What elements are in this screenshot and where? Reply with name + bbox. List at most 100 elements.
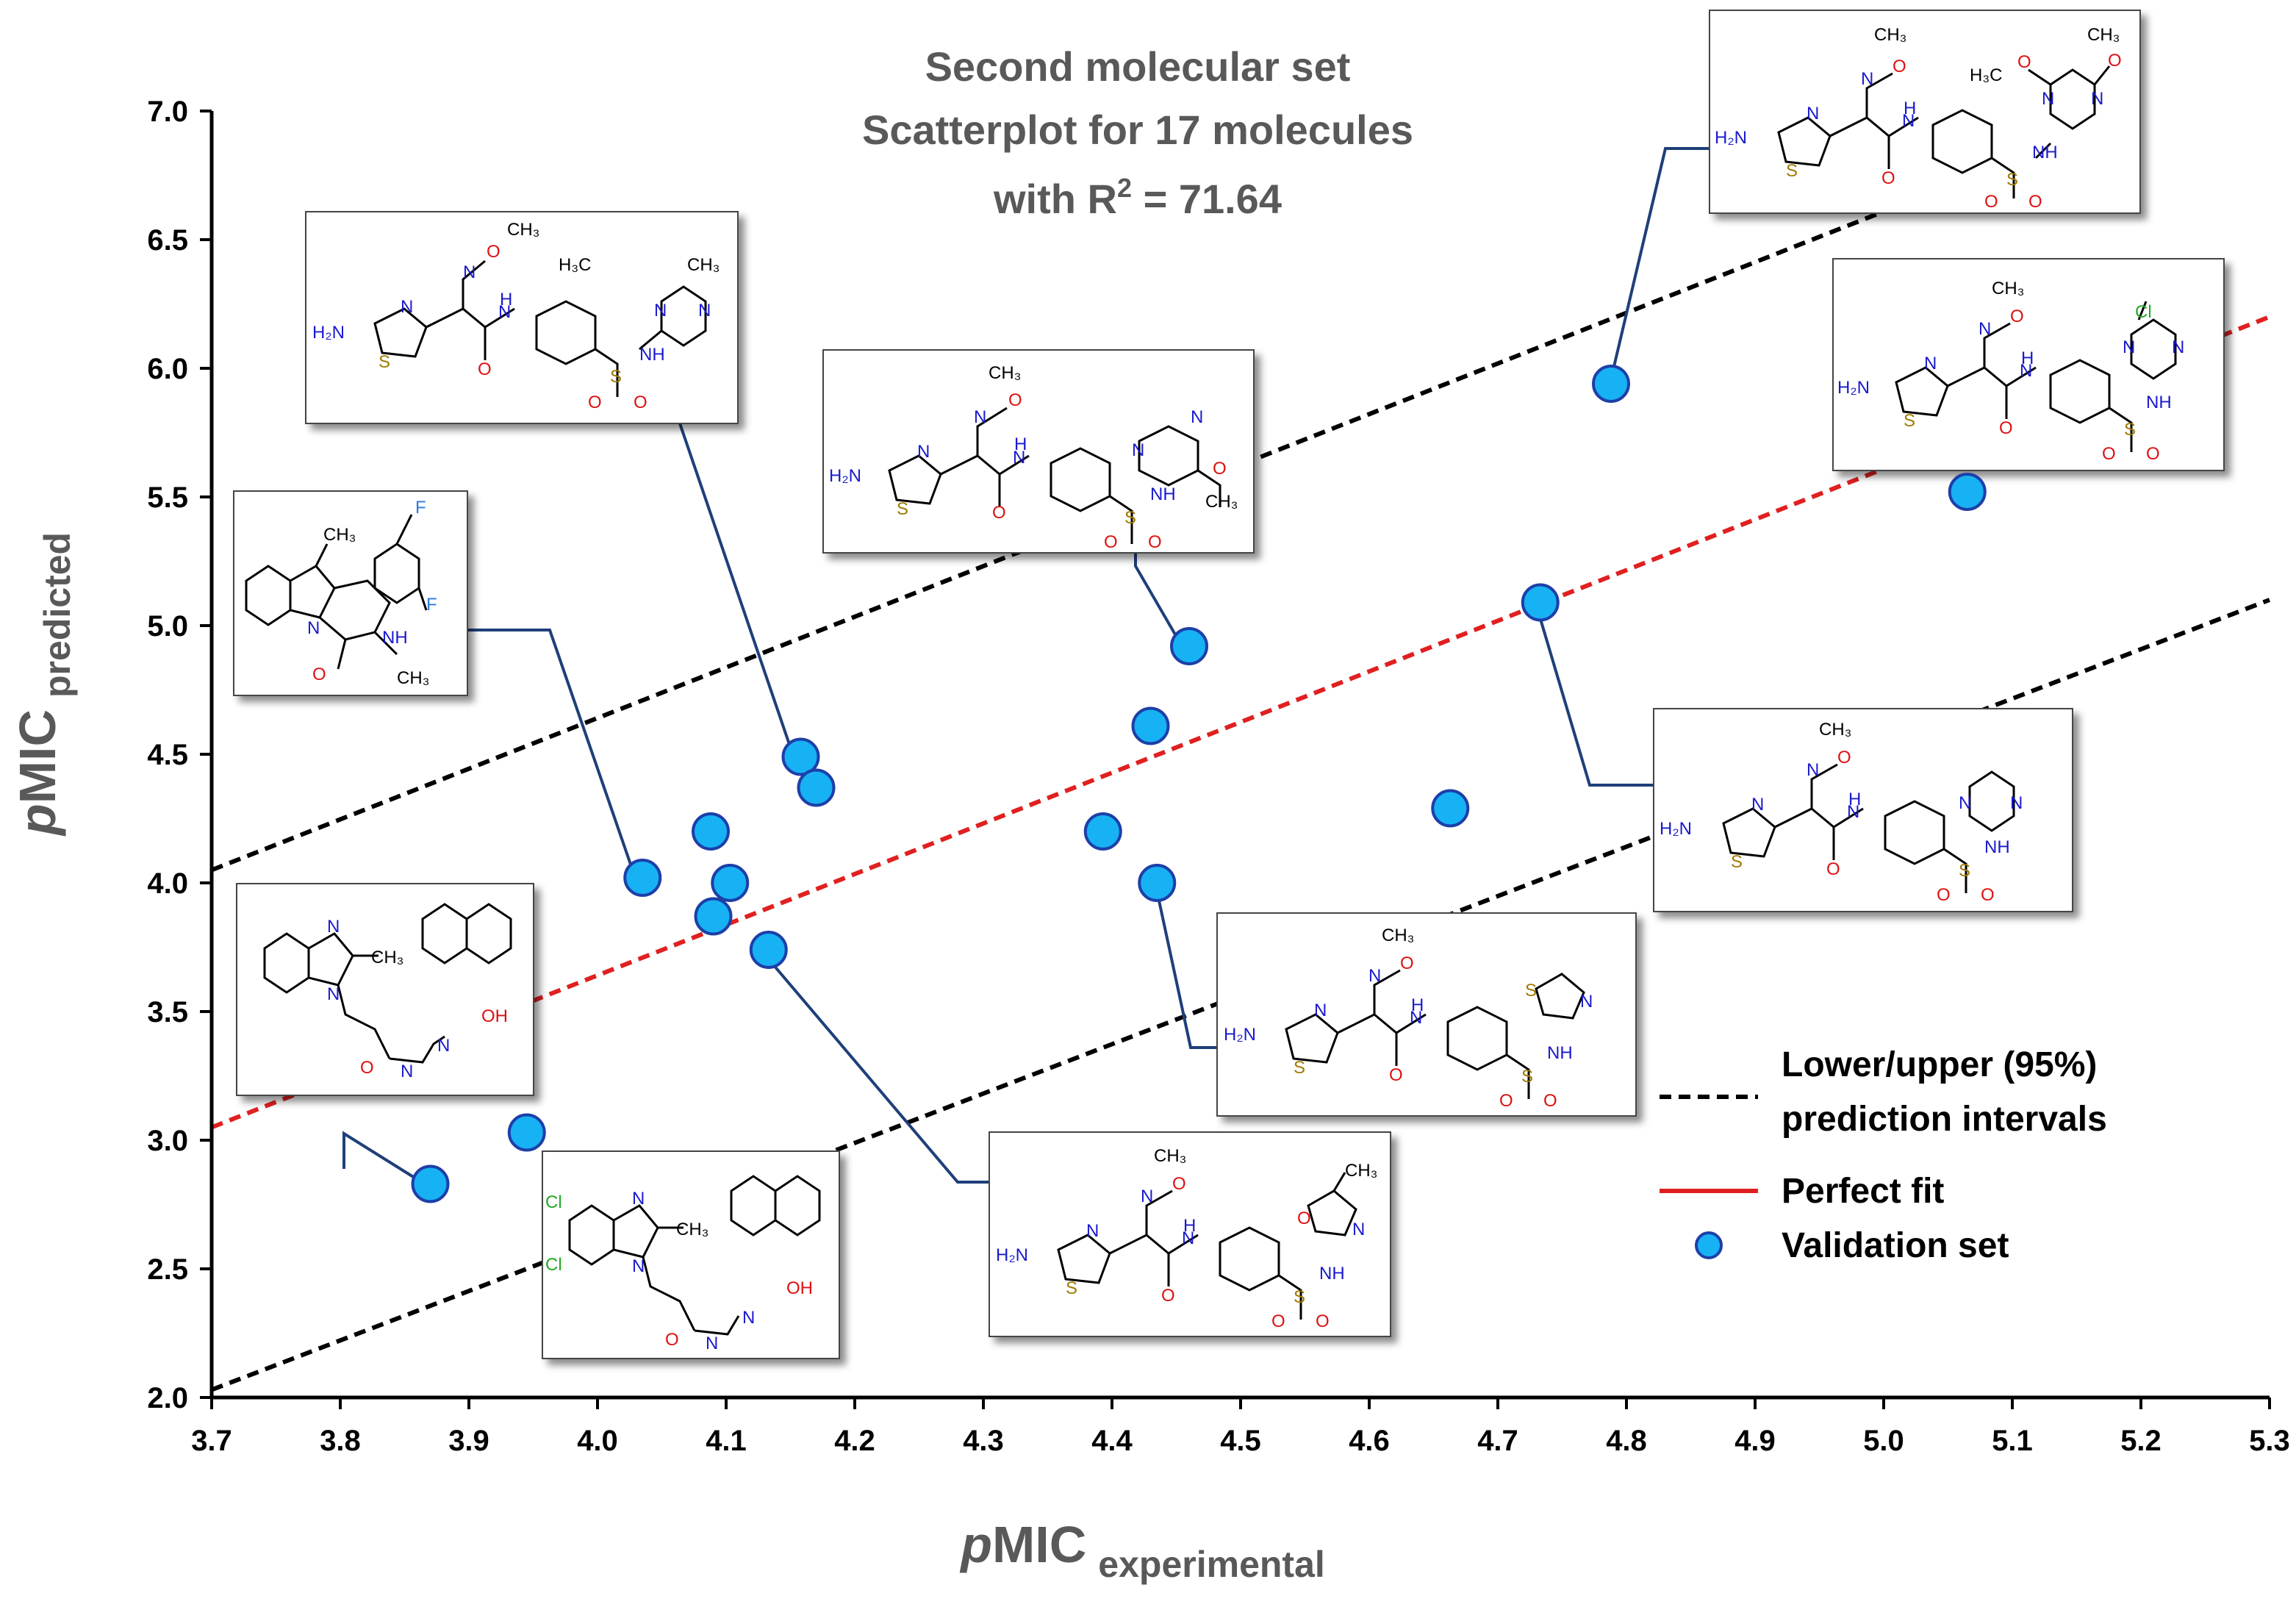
svg-text:S: S	[379, 352, 390, 372]
svg-text:CH₃: CH₃	[1819, 720, 1851, 740]
svg-text:CH₃: CH₃	[1205, 492, 1238, 512]
data-point	[1170, 627, 1208, 665]
svg-text:NH: NH	[2146, 393, 2172, 412]
svg-text:CH₃: CH₃	[1154, 1146, 1186, 1166]
svg-text:H: H	[1183, 1216, 1196, 1236]
x-tick-label: 3.8	[320, 1425, 361, 1457]
y-tick-label: 3.5	[147, 996, 188, 1028]
x-tick-label: 3.7	[191, 1425, 232, 1457]
svg-text:OH: OH	[481, 1006, 508, 1026]
x-tick-label: 5.3	[2249, 1425, 2290, 1457]
svg-text:N: N	[1141, 1187, 1153, 1206]
svg-text:S: S	[2006, 170, 2018, 190]
svg-text:H₂N: H₂N	[1660, 819, 1692, 839]
y-tick-label: 6.5	[147, 224, 188, 257]
svg-text:F: F	[415, 498, 426, 518]
svg-text:CH₃: CH₃	[1992, 279, 2024, 298]
svg-text:S: S	[1786, 161, 1798, 181]
svg-text:NH: NH	[1319, 1264, 1345, 1284]
svg-text:O: O	[2017, 52, 2031, 72]
y-tick-label: 2.5	[147, 1253, 188, 1286]
y-tick-label: 3.0	[147, 1125, 188, 1157]
legend: Lower/upper (95%) prediction intervals P…	[1660, 1045, 2107, 1265]
svg-text:S: S	[1731, 852, 1743, 872]
svg-text:CH₃: CH₃	[687, 255, 720, 275]
svg-text:O: O	[665, 1330, 679, 1350]
chart-title-line1: Second molecular set	[925, 43, 1351, 90]
svg-text:O: O	[1999, 418, 2013, 438]
x-tick-label: 4.9	[1734, 1425, 1776, 1457]
svg-text:NH: NH	[1150, 484, 1176, 504]
svg-text:O: O	[2102, 444, 2116, 464]
svg-text:O: O	[2028, 192, 2042, 212]
svg-text:O: O	[1008, 390, 1022, 410]
svg-text:O: O	[1400, 953, 1414, 973]
svg-text:O: O	[1881, 168, 1895, 188]
svg-text:N: N	[1368, 966, 1381, 986]
leader-lines	[342, 147, 1710, 1187]
leader-line	[1535, 604, 1661, 787]
svg-text:O: O	[1893, 57, 1906, 76]
svg-text:CH₃: CH₃	[1382, 926, 1414, 945]
data-point	[1521, 583, 1560, 622]
svg-text:N: N	[1352, 1220, 1365, 1239]
svg-text:H: H	[2021, 348, 2034, 368]
svg-text:NH: NH	[1984, 837, 2010, 857]
svg-text:O: O	[1213, 459, 1227, 479]
svg-text:CH₃: CH₃	[397, 668, 429, 688]
svg-text:O: O	[1172, 1174, 1186, 1194]
svg-text:N: N	[1847, 802, 1859, 822]
svg-text:CH₃: CH₃	[371, 948, 403, 967]
svg-text:H: H	[1014, 434, 1027, 454]
svg-text:N: N	[1410, 1008, 1422, 1028]
svg-text:O: O	[360, 1058, 374, 1078]
data-point	[1948, 473, 1987, 511]
data-point	[781, 737, 820, 776]
svg-text:O: O	[487, 242, 501, 262]
svg-text:Cl: Cl	[545, 1255, 562, 1275]
legend-validation-label: Validation set	[1782, 1226, 2009, 1265]
svg-text:N: N	[698, 301, 711, 321]
svg-text:O: O	[1937, 885, 1951, 905]
svg-text:O: O	[1826, 859, 1840, 879]
svg-text:N: N	[307, 618, 320, 638]
svg-text:CH₃: CH₃	[2087, 25, 2120, 45]
svg-text:O: O	[2108, 51, 2122, 71]
svg-text:CH₃: CH₃	[676, 1220, 708, 1239]
svg-text:N: N	[2010, 793, 2023, 813]
legend-validation-swatch	[1695, 1231, 1723, 1259]
leader-line	[467, 629, 638, 882]
svg-text:O: O	[1297, 1209, 1311, 1228]
data-point	[749, 931, 788, 969]
chart-title-line3: with R2 = 71.64	[993, 173, 1282, 222]
svg-text:N: N	[1132, 440, 1144, 460]
svg-text:N: N	[327, 917, 340, 937]
svg-text:H₂N: H₂N	[1715, 128, 1747, 148]
svg-text:O: O	[588, 393, 602, 412]
svg-text:O: O	[1389, 1065, 1403, 1085]
molecule-box: Cl Cl N CH₃ N O N N OH	[542, 1150, 840, 1359]
svg-text:N: N	[1086, 1221, 1099, 1241]
svg-text:N: N	[1807, 760, 1819, 780]
svg-text:O: O	[478, 359, 492, 379]
svg-text:O: O	[1104, 532, 1118, 552]
data-point	[1138, 864, 1177, 902]
svg-text:CH₃: CH₃	[323, 525, 356, 545]
svg-text:H₃C: H₃C	[1970, 65, 2002, 85]
legend-pi-label-2: prediction intervals	[1782, 1100, 2107, 1139]
svg-text:N: N	[327, 984, 340, 1004]
svg-text:S: S	[1066, 1278, 1077, 1298]
svg-text:N: N	[401, 297, 413, 317]
x-tick-label: 4.0	[577, 1425, 618, 1457]
data-point	[692, 812, 730, 851]
svg-text:N: N	[1580, 992, 1593, 1012]
svg-text:S: S	[1525, 981, 1537, 1001]
svg-text:N: N	[1807, 104, 1819, 124]
svg-text:N: N	[1013, 448, 1025, 468]
svg-text:CH₃: CH₃	[1345, 1161, 1377, 1181]
